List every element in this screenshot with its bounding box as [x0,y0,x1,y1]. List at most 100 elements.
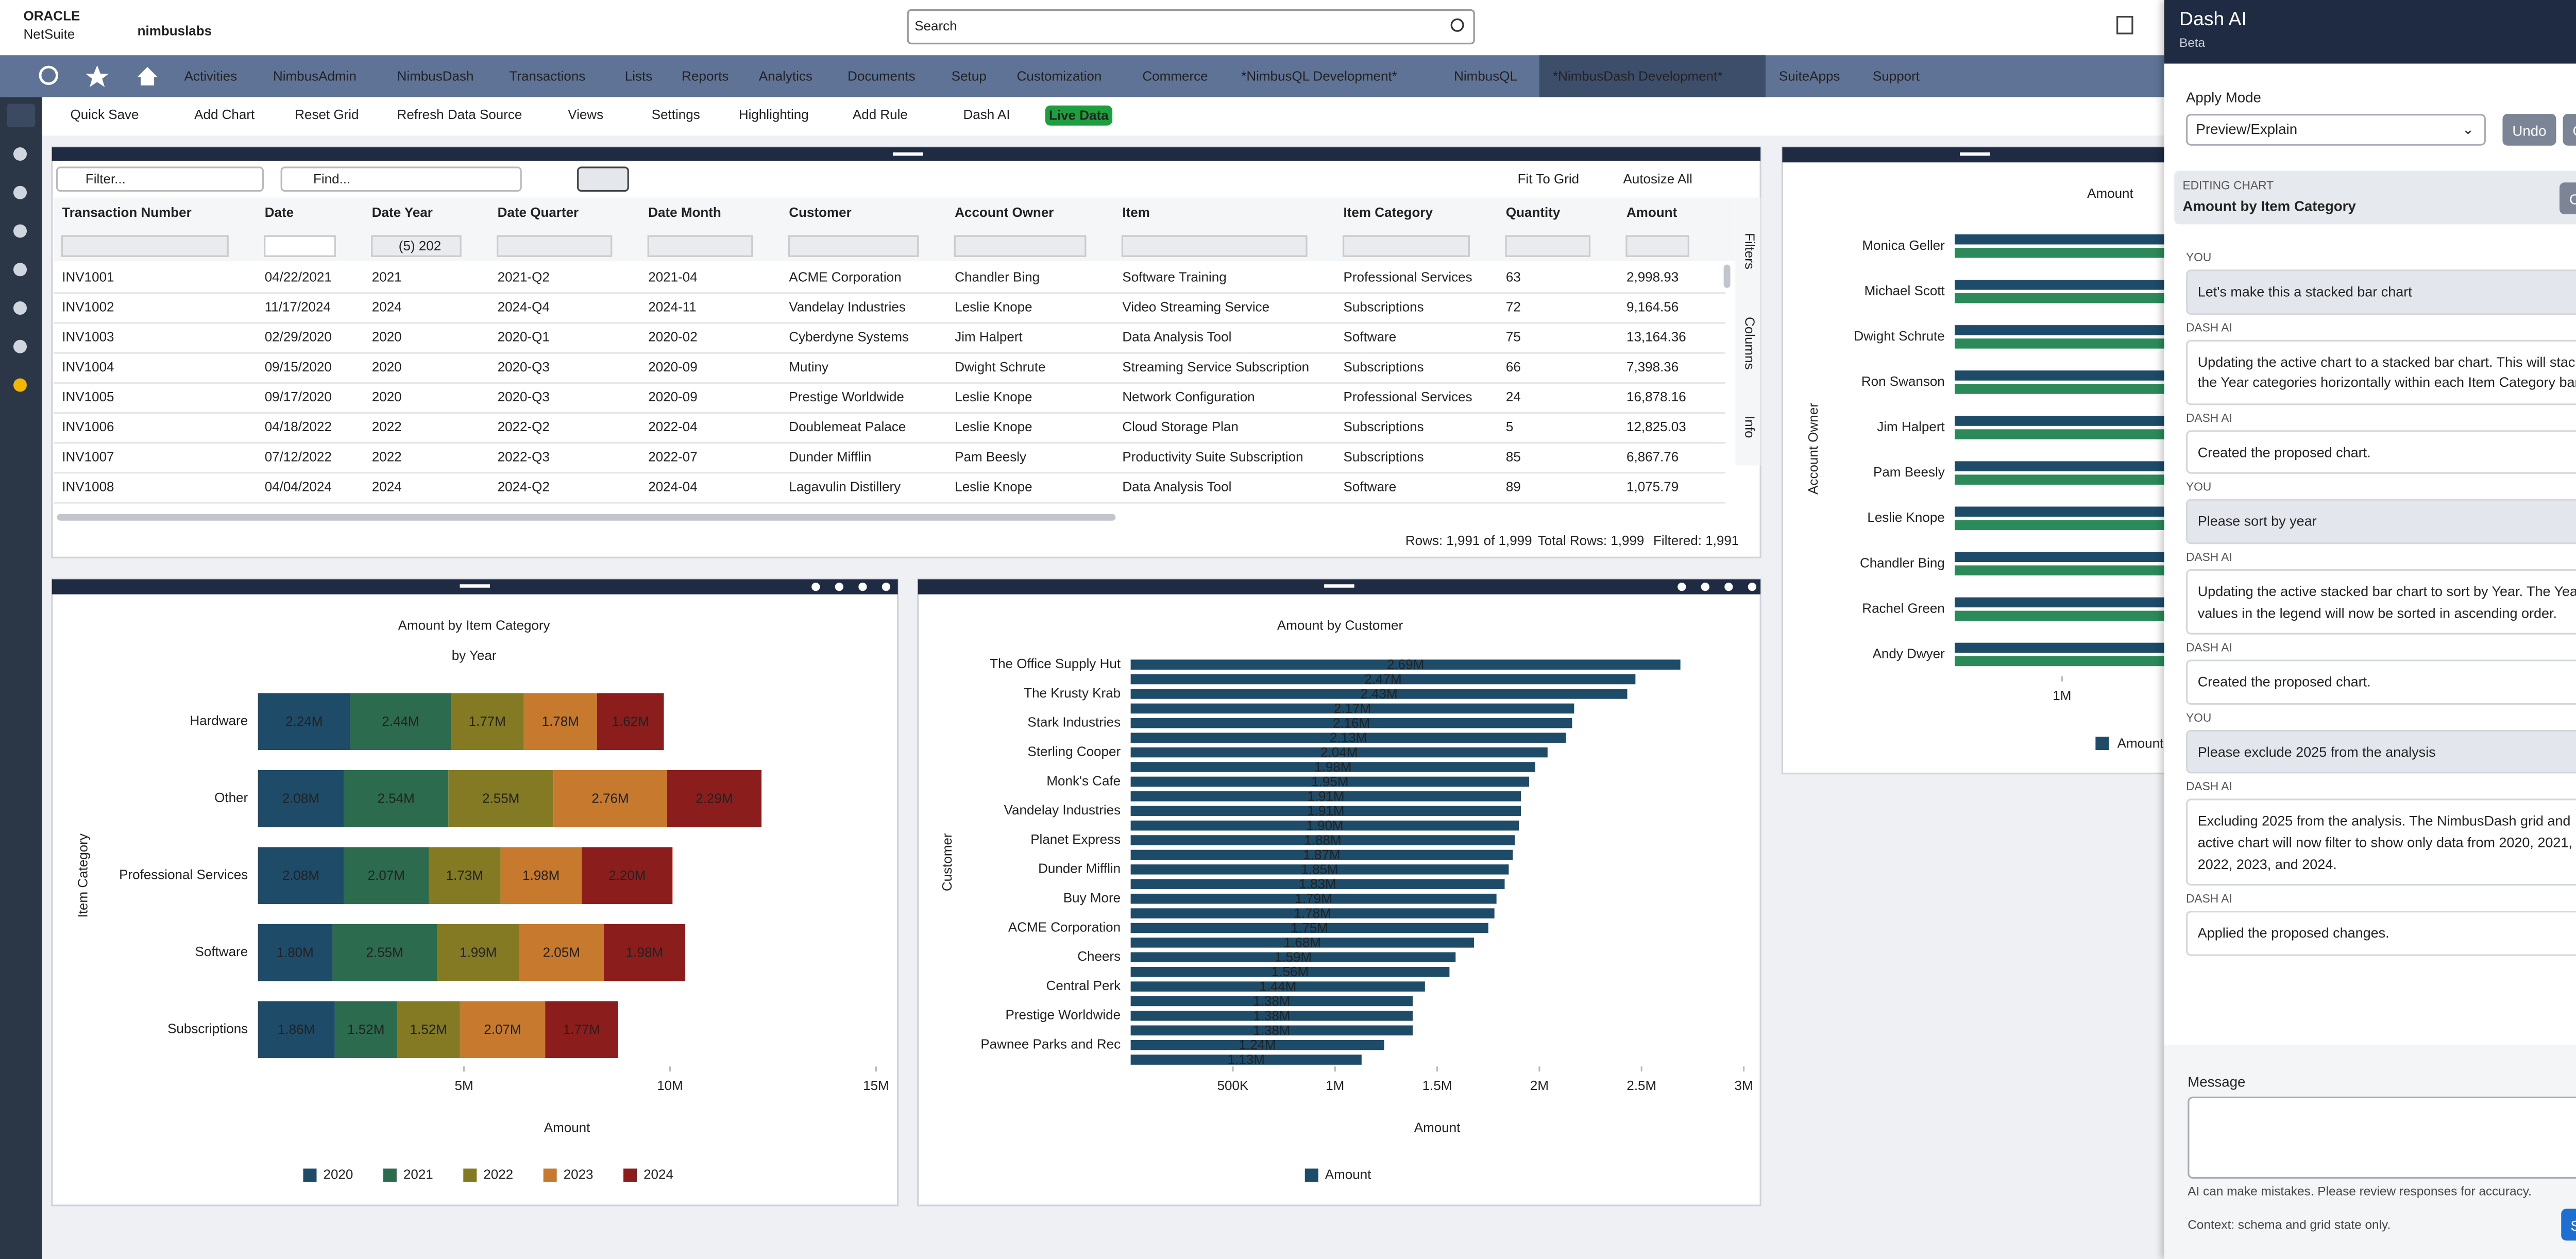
nav-item[interactable]: NimbusAdmin [273,68,357,83]
side-tab[interactable]: Filters [1742,233,1757,269]
brand-small: ORACLE [24,8,80,23]
column-filter[interactable] [61,235,229,257]
column-header[interactable]: Customer [789,205,851,220]
nav-item[interactable]: SuiteApps [1779,68,1840,83]
column-header[interactable]: Date Month [648,205,721,220]
toolbar-button[interactable]: Refresh Data Source [397,107,522,122]
column-filter[interactable] [954,235,1087,257]
nav-item[interactable]: NimbusDash [397,68,474,83]
autosize-button[interactable]: Autosize All [1623,171,1692,186]
nav-item[interactable]: Commerce [1142,68,1208,83]
value-label: 1.24M [1239,1037,1276,1052]
nav-item[interactable]: Lists [625,68,652,83]
bar [1130,659,1681,670]
find-input[interactable] [280,166,522,192]
column-filter[interactable] [497,235,613,257]
message-text: Updating the active chart to a stacked b… [2185,339,2576,405]
column-header[interactable]: Date Quarter [498,205,579,220]
column-header[interactable]: Amount [1626,205,1677,220]
column-filter[interactable] [647,235,753,257]
panel-icon[interactable] [1748,583,1756,591]
nav-item[interactable]: NimbusQL [1454,68,1517,83]
sidebar-icon[interactable] [13,147,27,161]
column-filter[interactable] [1505,235,1591,257]
column-filter[interactable] [264,235,336,257]
search-box[interactable] [907,9,1475,45]
bar [1130,923,1488,933]
filter-input[interactable] [56,166,264,192]
nav-item[interactable]: Customization [1017,68,1102,83]
column-header[interactable]: Account Owner [955,205,1054,220]
column-filter[interactable] [1625,235,1689,257]
fit-button[interactable]: Fit To Grid [1518,171,1579,186]
send-button[interactable]: Send [2561,1209,2576,1241]
y-tick-label: ACME Corporation [1008,919,1121,934]
bar-clipped [1955,325,2164,335]
column-header[interactable]: Date [265,205,294,220]
bar [500,847,582,904]
message-input[interactable] [2188,1096,2576,1179]
panel-icon[interactable] [858,583,867,591]
toolbar-button[interactable]: Add Chart [194,107,255,122]
cell: Dunder Mifflin [789,449,871,464]
panel-icon[interactable] [1701,583,1709,591]
cell: 2024 [372,479,402,495]
clear-button[interactable]: Clear [2559,182,2576,214]
panel-icon[interactable] [811,583,820,591]
nav-item[interactable]: *NimbusDash Development* [1553,68,1723,83]
toolbar-button[interactable]: Quick Save [71,107,139,122]
side-tab[interactable]: Info [1742,416,1757,438]
column-header[interactable]: Item Category [1344,205,1433,220]
column-header[interactable]: Transaction Number [62,205,191,220]
toolbar-button[interactable]: Reset Grid [295,107,359,122]
sidebar-icon[interactable] [13,301,27,315]
column-filter[interactable] [788,235,919,257]
clear-button[interactable]: Clear [2563,114,2576,146]
panel-icon[interactable] [835,583,844,591]
sidebar-icon[interactable] [13,263,27,277]
toolbar-button[interactable]: Highlighting [739,107,809,122]
column-header[interactable]: Date Year [372,205,433,220]
sidebar-icon[interactable] [13,378,27,392]
nav-item[interactable]: Support [1873,68,1920,83]
sidebar-icon[interactable] [13,185,27,199]
column-filter[interactable] [371,235,462,257]
value-label: 2.55M [482,791,519,806]
nav-item[interactable]: Analytics [759,68,812,83]
nav-item[interactable]: *NimbusQL Development* [1241,68,1397,83]
undo-button[interactable]: Undo [2502,114,2556,146]
panel-icon[interactable] [882,583,891,591]
nav-item[interactable]: Reports [682,68,728,83]
toolbar-button[interactable]: Add Rule [853,107,908,122]
legend-label: 2023 [564,1166,594,1182]
bar-clipped [1955,474,2164,485]
select[interactable]: Preview/Explain ⌄ [2185,114,2486,146]
toolbar-button[interactable]: Settings [652,107,700,122]
value-label: 1.44M [1259,979,1296,994]
column-filter[interactable] [1342,235,1470,257]
nav-item[interactable]: Documents [848,68,916,83]
toolbar-button[interactable]: Views [568,107,603,122]
column-header[interactable]: Item [1122,205,1149,220]
bar [1130,1040,1384,1050]
sidebar-icon[interactable] [13,339,27,353]
value-label: 2.20M [608,867,646,883]
panel-icon[interactable] [1724,583,1733,591]
nav-item[interactable]: Transactions [509,68,585,83]
toolbar-button[interactable]: Dash AI [963,107,1010,122]
sidebar-icon[interactable] [13,224,27,238]
menu-icon[interactable] [7,104,36,128]
value-label: 2.44M [382,713,419,729]
column-filter[interactable] [1121,235,1308,257]
chart-title: Amount by Customer [1277,617,1403,633]
message-role: YOU [2185,712,2212,725]
side-tab[interactable]: Columns [1742,317,1757,370]
panel-icon[interactable] [1677,583,1686,591]
nav-item[interactable]: Setup [952,68,987,83]
y-tick-label: Dwight Schrute [1854,328,1944,344]
y-tick-label: Monica Geller [1862,237,1945,253]
nav-item[interactable]: Activities [184,68,238,83]
legend-swatch [2095,737,2109,750]
column-header[interactable]: Quantity [1506,205,1561,220]
filter-toggle[interactable] [577,166,629,192]
